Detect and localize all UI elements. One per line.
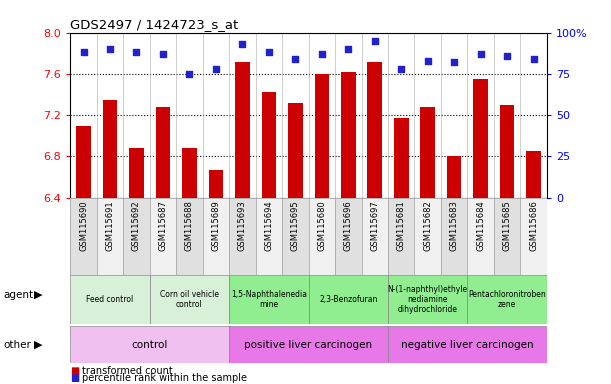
Text: negative liver carcinogen: negative liver carcinogen [401,339,534,350]
Point [185,71,194,77]
Bar [500,105,514,198]
Point [317,51,327,57]
Text: GSM115684: GSM115684 [476,200,485,251]
Point [343,46,353,52]
Bar [309,275,388,324]
Text: transformed count: transformed count [82,366,174,376]
Text: GSM115686: GSM115686 [529,200,538,251]
Text: GSM115695: GSM115695 [291,200,300,251]
Text: ▶: ▶ [34,290,42,300]
Text: GSM115687: GSM115687 [158,200,167,251]
Point [449,59,459,65]
Text: agent: agent [3,290,33,300]
Text: 1,5-Naphthalenedia
mine: 1,5-Naphthalenedia mine [231,290,307,309]
Text: GSM115690: GSM115690 [79,200,88,251]
Bar [288,103,302,198]
Bar [494,198,521,275]
Point [238,41,247,47]
Bar [208,170,223,198]
Point [105,46,115,52]
Bar [229,198,255,275]
Point [529,56,538,62]
Bar [388,326,547,363]
Bar [156,107,170,198]
Bar [255,198,282,275]
Text: Pentachloronitroben
zene: Pentachloronitroben zene [468,290,546,309]
Bar [414,198,441,275]
Bar [103,100,117,198]
Text: GSM115681: GSM115681 [397,200,406,251]
Bar [70,326,229,363]
Text: GSM115689: GSM115689 [211,200,221,251]
Bar [367,61,382,198]
Bar [70,275,150,324]
Bar [129,148,144,198]
Text: GSM115691: GSM115691 [106,200,114,251]
Text: GSM115683: GSM115683 [450,200,459,251]
Text: GSM115688: GSM115688 [185,200,194,251]
Bar [203,198,229,275]
Bar [467,275,547,324]
Text: GSM115694: GSM115694 [265,200,273,251]
Text: percentile rank within the sample: percentile rank within the sample [82,373,247,383]
Bar [388,275,467,324]
Text: GSM115696: GSM115696 [344,200,353,251]
Text: other: other [3,339,31,350]
Point [397,66,406,72]
Point [131,50,141,56]
Bar [474,79,488,198]
Bar [394,118,409,198]
Point [211,66,221,72]
Text: GSM115697: GSM115697 [370,200,379,251]
Bar [447,157,461,198]
Point [264,50,274,56]
Point [423,58,433,64]
Text: 2,3-Benzofuran: 2,3-Benzofuran [319,295,378,304]
Bar [182,148,197,198]
Bar [521,198,547,275]
Bar [309,198,335,275]
Bar [229,275,309,324]
Bar [282,198,309,275]
Bar [420,107,435,198]
Text: N-(1-naphthyl)ethyle
nediamine
dihydrochloride: N-(1-naphthyl)ethyle nediamine dihydroch… [387,285,468,314]
Text: Feed control: Feed control [86,295,134,304]
Bar [362,198,388,275]
Point [370,38,379,44]
Bar [76,126,91,198]
Text: GSM115680: GSM115680 [317,200,326,251]
Point [79,50,89,56]
Text: positive liver carcinogen: positive liver carcinogen [244,339,373,350]
Text: GSM115692: GSM115692 [132,200,141,251]
Text: ▶: ▶ [34,339,42,350]
Point [290,56,300,62]
Bar [262,93,276,198]
Bar [229,326,388,363]
Text: ■: ■ [70,373,79,383]
Bar [315,74,329,198]
Text: Corn oil vehicle
control: Corn oil vehicle control [160,290,219,309]
Text: control: control [131,339,168,350]
Bar [335,198,362,275]
Bar [123,198,150,275]
Text: ■: ■ [70,366,79,376]
Bar [341,72,356,198]
Point [476,51,486,57]
Bar [70,198,97,275]
Bar [97,198,123,275]
Bar [388,198,414,275]
Bar [150,275,229,324]
Bar [176,198,203,275]
Text: GSM115693: GSM115693 [238,200,247,251]
Point [502,53,512,59]
Bar [150,198,176,275]
Text: GSM115685: GSM115685 [503,200,511,251]
Bar [235,61,250,198]
Bar [526,151,541,198]
Text: GSM115682: GSM115682 [423,200,432,251]
Bar [441,198,467,275]
Bar [467,198,494,275]
Text: GDS2497 / 1424723_s_at: GDS2497 / 1424723_s_at [70,18,238,31]
Point [158,51,168,57]
